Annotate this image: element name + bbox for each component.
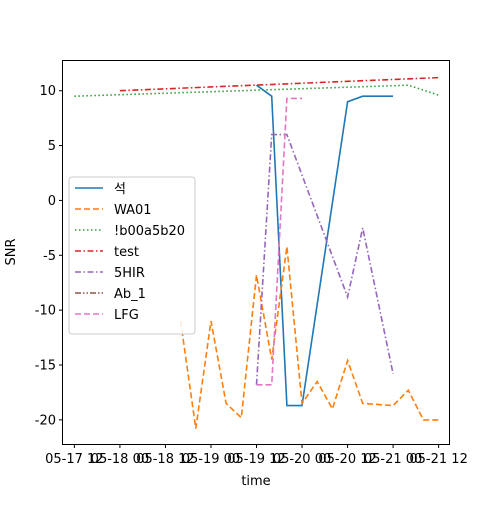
series-line-3 xyxy=(119,76,439,92)
y-tick-label: -5 xyxy=(43,249,56,264)
legend-label: LFG xyxy=(114,308,139,323)
y-tick-label: -15 xyxy=(35,359,56,374)
legend-label: !b00a5b20 xyxy=(114,224,185,239)
legend-label: test xyxy=(114,245,139,260)
x-axis-label: time xyxy=(241,474,270,489)
legend-label: 석 xyxy=(114,182,126,197)
series-line-0 xyxy=(256,84,394,407)
x-tick-label: 05-21 12 xyxy=(409,452,467,467)
y-tick-label: 10 xyxy=(39,84,56,99)
x-tick-label: 05-18 12 xyxy=(136,452,194,467)
x-tick-label: 05-21 00 xyxy=(364,452,422,467)
x-tick-label: 05-19 00 xyxy=(182,452,240,467)
legend-label: 5HIR xyxy=(114,266,145,281)
legend-box xyxy=(68,176,196,335)
y-tick-label: 5 xyxy=(48,139,56,154)
x-tick-label: 05-19 12 xyxy=(227,452,285,467)
plot-lines xyxy=(74,76,439,429)
series-line-4 xyxy=(255,133,394,385)
series-line-6 xyxy=(256,97,302,386)
legend-label: WA01 xyxy=(114,203,152,218)
y-tick-label: 0 xyxy=(48,194,56,209)
series-line-1 xyxy=(179,246,439,429)
legend: 석 WA01 !b00a5b20 test 5HIR Ab_1 LFG xyxy=(68,176,196,335)
y-axis: 10 5 0 -5 -10 -15 -20 xyxy=(35,84,63,428)
x-tick-label: 05-20 00 xyxy=(273,452,331,467)
x-tick-label: 05-17 12 xyxy=(45,452,103,467)
x-tick-label: 05-20 12 xyxy=(318,452,376,467)
x-tick-label: 05-18 00 xyxy=(91,452,149,467)
y-axis-label: SNR xyxy=(4,238,19,265)
y-tick-label: -10 xyxy=(35,304,56,319)
y-tick-label: -20 xyxy=(35,413,56,428)
legend-label: Ab_1 xyxy=(114,287,146,302)
